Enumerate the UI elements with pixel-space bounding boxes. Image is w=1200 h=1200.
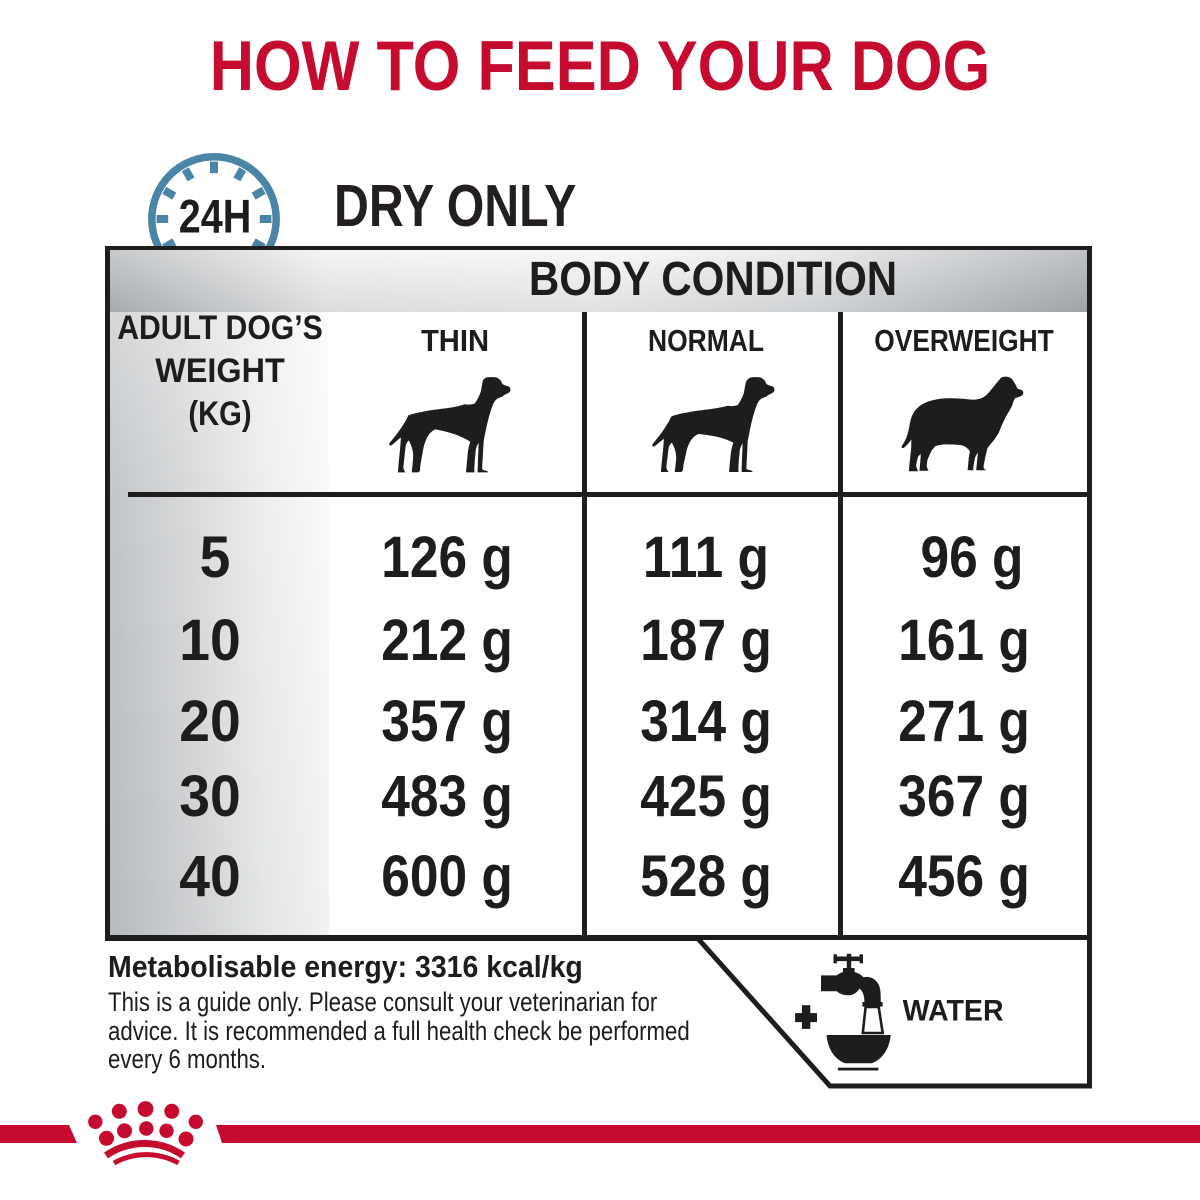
svg-text:WATER: WATER [903,995,1004,1028]
svg-text:24H: 24H [179,191,252,244]
